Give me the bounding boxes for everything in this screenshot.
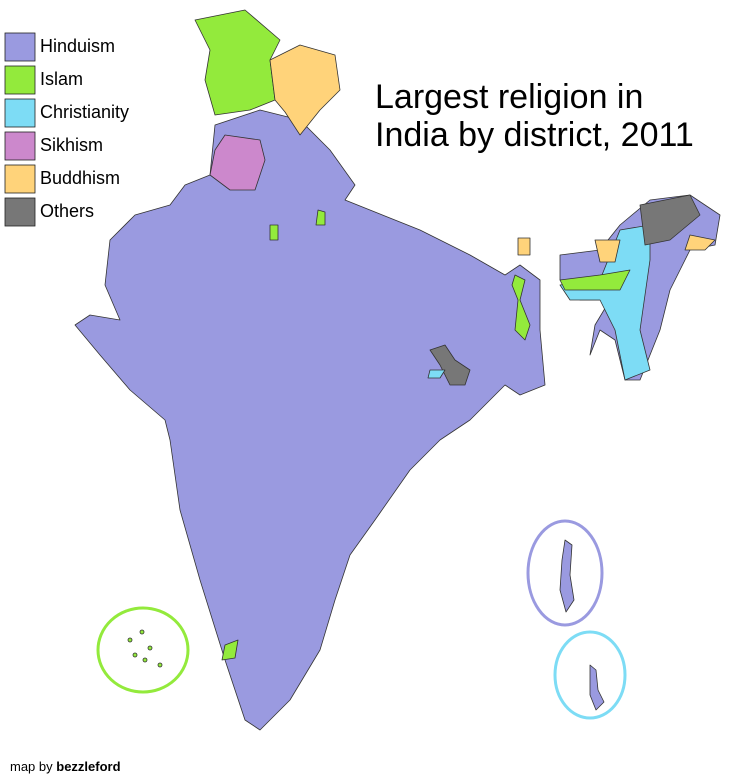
mainland — [74, 109, 546, 731]
legend-label: Christianity — [40, 102, 129, 122]
title-line: India by district, 2011 — [375, 116, 694, 154]
inset-ring — [526, 519, 604, 627]
legend-swatch — [4, 98, 36, 128]
island — [132, 652, 138, 658]
ladakh — [269, 44, 341, 136]
lakshadweep — [127, 629, 163, 668]
kashmir — [194, 9, 281, 116]
sikkim — [517, 237, 531, 256]
northeast-others — [639, 194, 701, 246]
legend-swatch — [4, 131, 36, 161]
legend-swatch — [4, 32, 36, 62]
legend-label: Islam — [40, 69, 83, 89]
credit-prefix: map by — [10, 759, 53, 774]
legend-label: Hinduism — [40, 36, 115, 56]
island — [139, 629, 145, 635]
haryana-muslim — [269, 224, 279, 241]
andaman-nicobar — [559, 539, 605, 711]
island — [127, 637, 133, 643]
legend-label: Buddhism — [40, 168, 120, 188]
legend: Hinduism Islam Christianity Sikhism Buddhism… — [4, 32, 129, 227]
assam-muslim — [559, 269, 631, 291]
island — [157, 662, 163, 668]
jharkhand-christian — [427, 369, 446, 379]
credit-author: bezzleford — [56, 759, 120, 774]
inset-ring — [96, 606, 190, 694]
punjab — [209, 134, 266, 191]
map-regions — [74, 9, 721, 731]
island — [142, 657, 148, 663]
legend-swatch — [4, 65, 36, 95]
up-muslim — [315, 209, 326, 226]
credit: map by bezzleford — [10, 759, 121, 774]
legend-swatch — [4, 164, 36, 194]
legend-label: Sikhism — [40, 135, 103, 155]
arunachal-east — [684, 234, 716, 251]
inset-ring — [553, 630, 627, 720]
nicobar — [589, 664, 605, 711]
kerala-muslim — [221, 639, 239, 661]
tawang — [594, 239, 621, 263]
andaman — [559, 539, 575, 613]
bengal-muslim — [511, 274, 531, 341]
island — [147, 645, 153, 651]
title-line: Largest religion in — [375, 78, 643, 116]
jharkhand-others — [429, 344, 471, 386]
legend-swatch — [4, 197, 36, 227]
legend-label: Others — [40, 201, 94, 221]
